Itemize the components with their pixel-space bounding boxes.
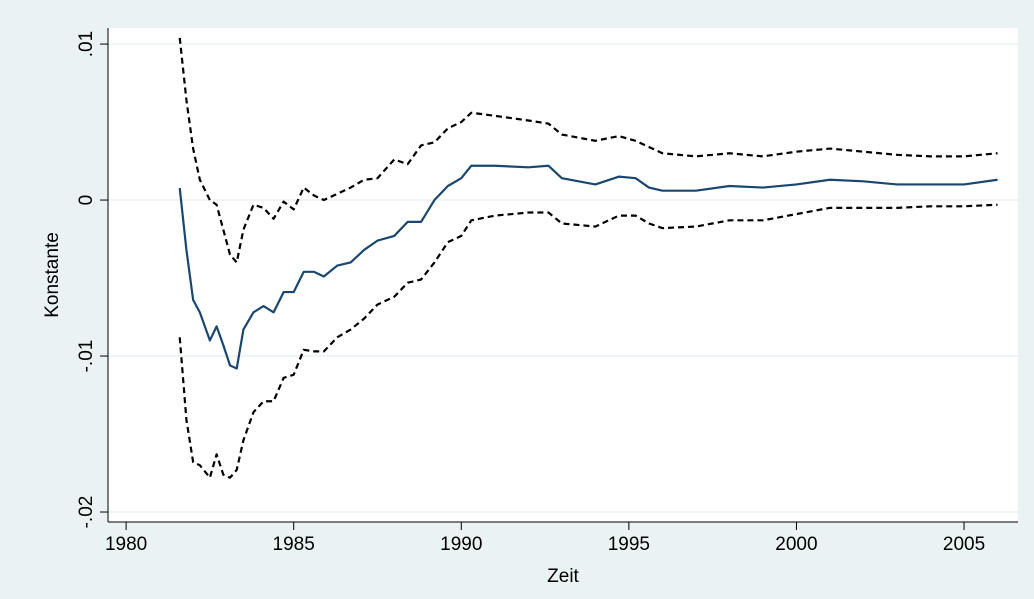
x-tick-label: 1990 bbox=[440, 534, 482, 555]
y-tick-label: -.02 bbox=[76, 496, 97, 529]
y-tick-label: -.01 bbox=[76, 340, 97, 373]
x-tick-label: 1995 bbox=[608, 534, 650, 555]
y-tick-label: .01 bbox=[76, 31, 97, 57]
series-line bbox=[178, 164, 998, 370]
y-tick-label: 0 bbox=[76, 195, 97, 206]
x-tick-label: 1985 bbox=[273, 534, 315, 555]
plot-region bbox=[108, 28, 1018, 522]
x-tick-label: 2000 bbox=[775, 534, 817, 555]
series-line bbox=[178, 37, 998, 264]
x-tick-label: 1980 bbox=[105, 534, 147, 555]
series-line bbox=[178, 203, 998, 479]
x-tick-label: 2005 bbox=[943, 534, 985, 555]
y-axis-title: Konstante bbox=[42, 232, 63, 318]
x-axis-title: Zeit bbox=[547, 566, 579, 587]
